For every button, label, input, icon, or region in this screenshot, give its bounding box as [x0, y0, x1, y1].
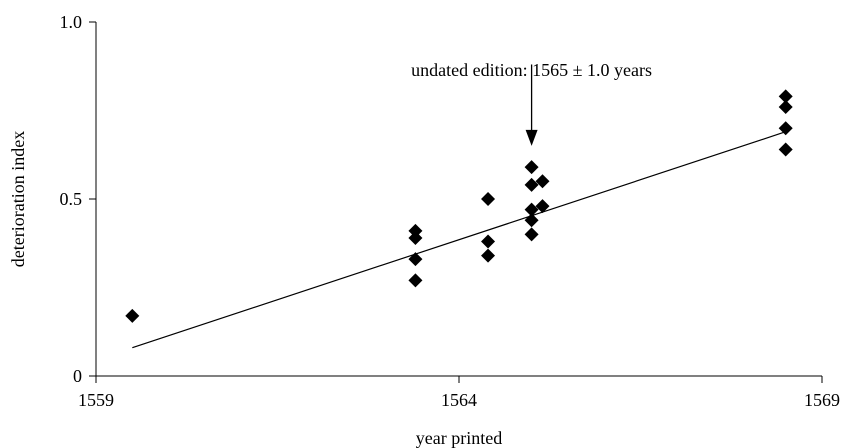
data-point: [481, 192, 496, 206]
data-point: [524, 160, 539, 175]
y-axis-label: deterioration index: [8, 131, 28, 267]
x-tick-label: 1564: [441, 390, 477, 410]
x-tick-label: 1569: [804, 390, 840, 410]
data-point: [535, 199, 550, 214]
x-axis-label: year printed: [416, 428, 502, 448]
ticks: 0 0.5 1.0 1559 1564 1569: [60, 12, 841, 410]
data-point: [481, 234, 496, 249]
data-point: [778, 142, 793, 157]
data-point: [125, 308, 140, 323]
trend-line: [132, 131, 786, 349]
annotation-arrow-head: [525, 129, 538, 146]
data-point: [408, 273, 423, 288]
data-point: [778, 121, 793, 136]
data-points: [125, 89, 793, 323]
data-point: [408, 223, 423, 238]
x-tick-label: 1559: [78, 390, 114, 410]
data-point: [524, 227, 539, 242]
data-point: [408, 230, 423, 245]
y-tick-label: 1.0: [60, 12, 83, 32]
y-tick-label: 0.5: [60, 189, 83, 209]
data-point: [778, 99, 793, 114]
y-tick-label: 0: [73, 366, 82, 386]
data-point: [524, 213, 539, 228]
data-point: [481, 248, 496, 263]
annotation: undated edition: 1565 ± 1.0 years: [411, 60, 652, 146]
data-point: [524, 177, 539, 192]
data-point: [535, 174, 550, 189]
data-point: [524, 202, 539, 217]
data-point: [778, 89, 793, 104]
data-point: [408, 252, 423, 267]
